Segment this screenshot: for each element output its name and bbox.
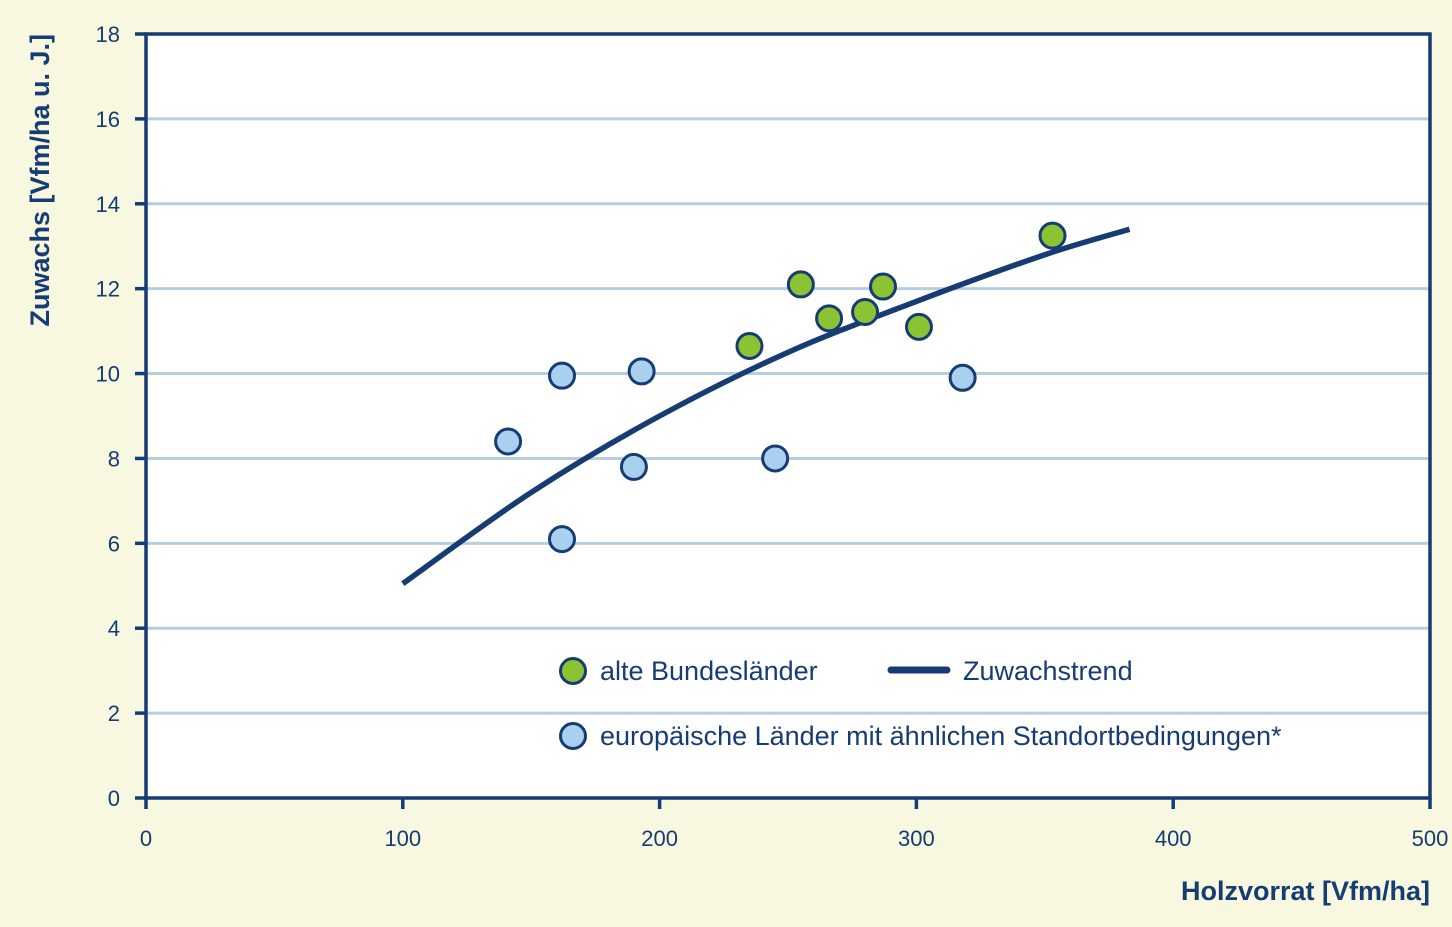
data-point-europaeische-laender	[619, 452, 648, 481]
y-tick-label: 2	[108, 701, 120, 726]
legend: alte Bundesländer Zuwachstrend europäisc…	[559, 656, 1282, 751]
x-axis-title: Holzvorrat [Vfm/ha]	[1181, 876, 1430, 906]
data-point-alte-bundeslaender	[869, 272, 898, 301]
plot-area	[146, 34, 1430, 798]
data-point-europaeische-laender	[627, 357, 656, 386]
data-point-alte-bundeslaender	[1038, 221, 1067, 250]
legend-label-trend: Zuwachstrend	[963, 656, 1133, 686]
x-tick-label: 400	[1155, 826, 1192, 851]
legend-marker-europa	[559, 722, 587, 750]
y-tick-label: 12	[96, 277, 120, 302]
x-tick-label: 200	[641, 826, 678, 851]
y-tick-label: 14	[96, 192, 120, 217]
legend-marker-alte	[559, 657, 587, 685]
axis-ticks: 0 2 4 6 8 10 12 14 16 18 0 100 200 300 400 500	[96, 22, 1449, 851]
data-point-europaeische-laender	[761, 444, 790, 473]
data-point-europaeische-laender	[548, 525, 577, 554]
y-tick-label: 8	[108, 446, 120, 471]
legend-label-alte: alte Bundesländer	[600, 656, 818, 686]
data-point-europaeische-laender	[494, 427, 523, 456]
x-tick-label: 500	[1412, 826, 1449, 851]
data-point-alte-bundeslaender	[815, 304, 844, 333]
data-point-europaeische-laender	[548, 361, 577, 390]
points-layer	[494, 221, 1067, 554]
x-tick-label: 100	[384, 826, 421, 851]
data-point-alte-bundeslaender	[851, 298, 880, 327]
y-tick-label: 10	[96, 362, 120, 387]
x-tick-label: 300	[898, 826, 935, 851]
data-point-europaeische-laender	[948, 363, 977, 392]
y-tick-label: 4	[108, 616, 120, 641]
legend-label-europa: europäische Länder mit ähnlichen Standor…	[600, 721, 1282, 751]
y-tick-label: 18	[96, 22, 120, 47]
data-point-alte-bundeslaender	[786, 270, 815, 299]
plot-frame	[144, 32, 1432, 800]
trend-layer	[401, 226, 1131, 586]
y-axis-title: Zuwachs [Vfm/ha u. J.]	[25, 34, 55, 327]
y-tick-label: 16	[96, 107, 120, 132]
trend-line	[401, 226, 1131, 586]
x-tick-label: 0	[140, 826, 152, 851]
y-tick-label: 0	[108, 786, 120, 811]
data-point-alte-bundeslaender	[735, 331, 764, 360]
y-tick-label: 6	[108, 531, 120, 556]
data-point-alte-bundeslaender	[904, 312, 933, 341]
